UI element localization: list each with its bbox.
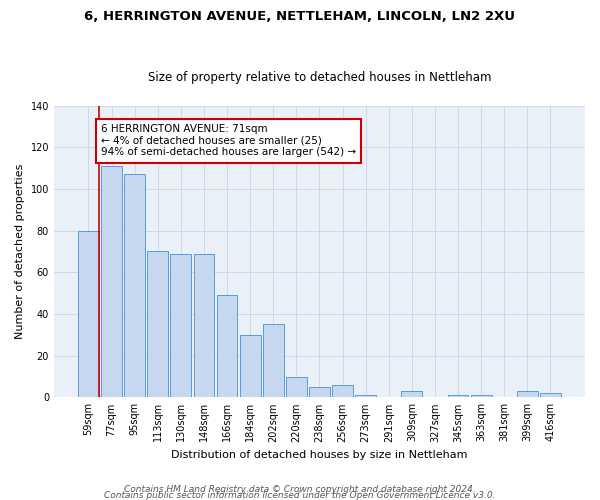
Bar [448, 396, 469, 398]
Bar [170, 254, 191, 398]
Bar [540, 394, 561, 398]
Text: Contains public sector information licensed under the Open Government Licence v3: Contains public sector information licen… [104, 490, 496, 500]
Title: Size of property relative to detached houses in Nettleham: Size of property relative to detached ho… [148, 70, 491, 84]
Bar [263, 324, 284, 398]
Bar [240, 335, 260, 398]
Text: Contains HM Land Registry data © Crown copyright and database right 2024.: Contains HM Land Registry data © Crown c… [124, 484, 476, 494]
Bar [517, 391, 538, 398]
Bar [78, 230, 99, 398]
Bar [401, 391, 422, 398]
Bar [124, 174, 145, 398]
Bar [332, 385, 353, 398]
Bar [286, 376, 307, 398]
Bar [194, 254, 214, 398]
Bar [217, 296, 238, 398]
Bar [148, 252, 168, 398]
Bar [355, 396, 376, 398]
Bar [471, 396, 491, 398]
Bar [101, 166, 122, 398]
Bar [309, 387, 330, 398]
X-axis label: Distribution of detached houses by size in Nettleham: Distribution of detached houses by size … [171, 450, 468, 460]
Y-axis label: Number of detached properties: Number of detached properties [15, 164, 25, 339]
Text: 6 HERRINGTON AVENUE: 71sqm
← 4% of detached houses are smaller (25)
94% of semi-: 6 HERRINGTON AVENUE: 71sqm ← 4% of detac… [101, 124, 356, 158]
Text: 6, HERRINGTON AVENUE, NETTLEHAM, LINCOLN, LN2 2XU: 6, HERRINGTON AVENUE, NETTLEHAM, LINCOLN… [85, 10, 515, 23]
